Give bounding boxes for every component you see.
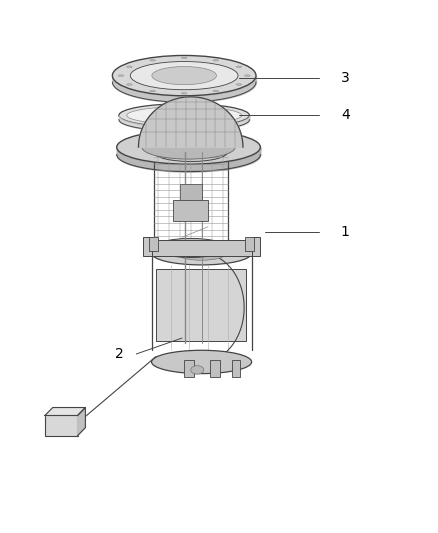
Ellipse shape <box>152 350 252 374</box>
Bar <box>180 184 201 200</box>
Ellipse shape <box>127 84 132 85</box>
Polygon shape <box>138 97 243 147</box>
Bar <box>152 240 252 256</box>
Ellipse shape <box>244 75 250 76</box>
Text: 2: 2 <box>115 347 123 361</box>
Bar <box>184 360 194 377</box>
Ellipse shape <box>150 90 155 92</box>
Ellipse shape <box>181 93 187 94</box>
Ellipse shape <box>181 57 187 59</box>
Ellipse shape <box>150 60 155 61</box>
Text: 3: 3 <box>341 71 350 85</box>
Ellipse shape <box>119 104 250 127</box>
Ellipse shape <box>131 61 238 90</box>
Ellipse shape <box>118 75 124 76</box>
Bar <box>149 237 158 251</box>
Ellipse shape <box>113 55 256 96</box>
Bar <box>45 416 78 435</box>
Ellipse shape <box>154 142 228 161</box>
Ellipse shape <box>154 238 228 257</box>
Ellipse shape <box>213 60 219 61</box>
Bar <box>252 237 260 256</box>
Bar <box>156 269 246 341</box>
Text: 1: 1 <box>341 225 350 239</box>
Ellipse shape <box>236 66 242 68</box>
Ellipse shape <box>127 66 132 68</box>
Ellipse shape <box>191 366 204 374</box>
Ellipse shape <box>117 130 260 164</box>
Polygon shape <box>45 408 85 416</box>
Bar <box>245 237 254 251</box>
Ellipse shape <box>177 246 226 260</box>
Ellipse shape <box>236 84 242 85</box>
Bar <box>210 360 220 377</box>
Ellipse shape <box>152 241 252 265</box>
Bar <box>143 237 152 256</box>
Bar <box>232 360 240 377</box>
Ellipse shape <box>142 135 235 159</box>
Bar <box>173 200 208 221</box>
Ellipse shape <box>213 90 219 92</box>
Text: 4: 4 <box>341 108 350 123</box>
Ellipse shape <box>127 107 242 124</box>
Ellipse shape <box>152 67 216 85</box>
Polygon shape <box>78 408 85 435</box>
